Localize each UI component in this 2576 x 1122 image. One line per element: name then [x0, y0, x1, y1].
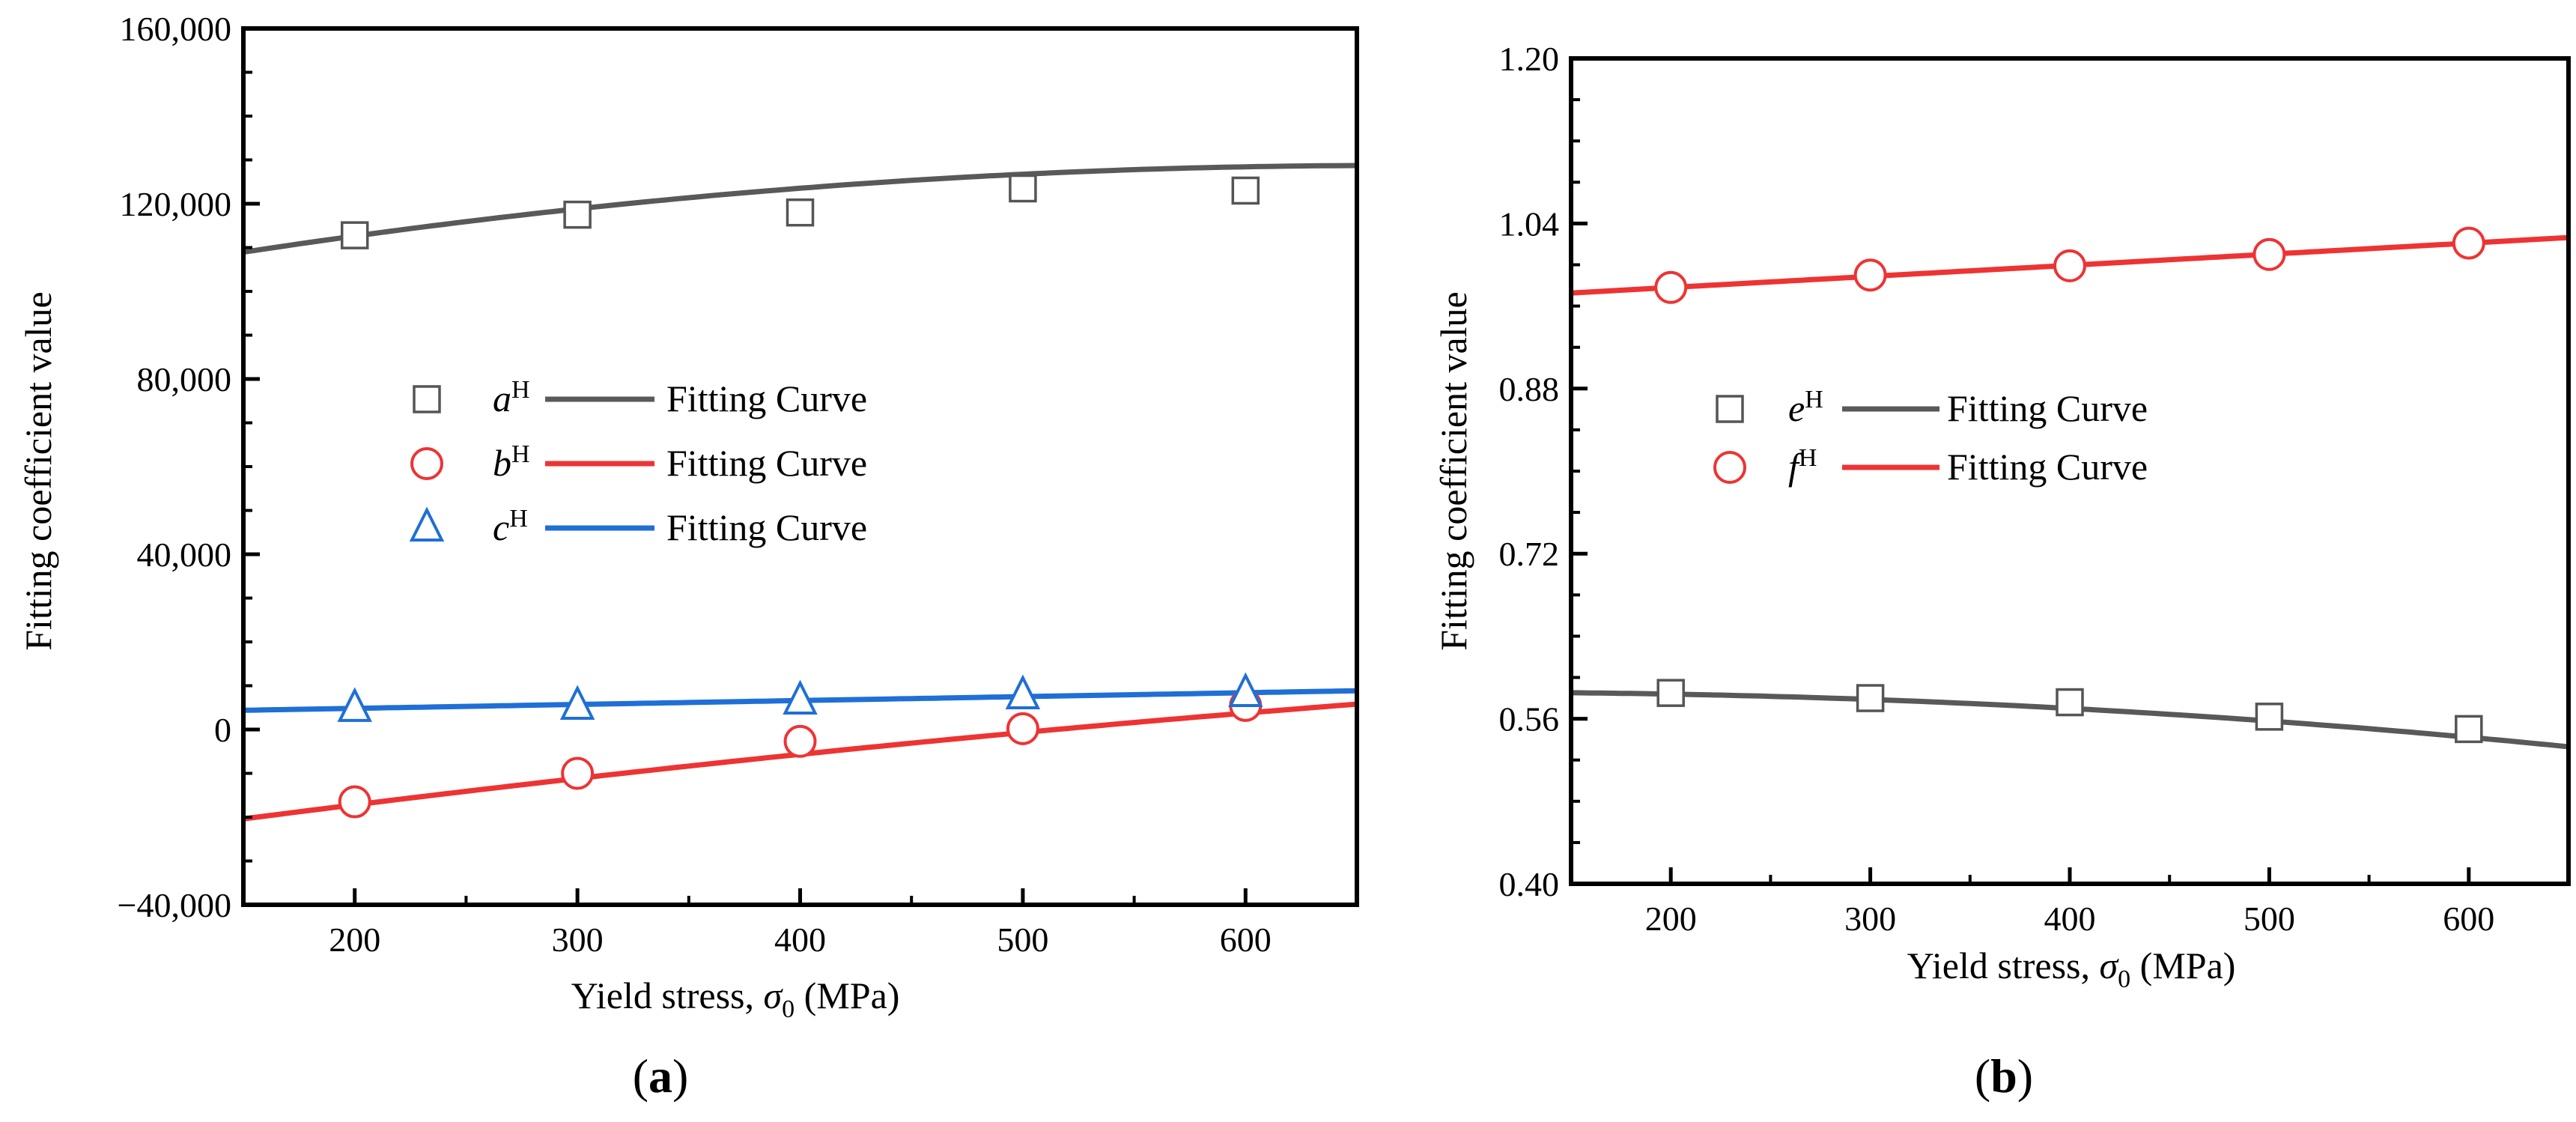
panel-a-legend-marker-aH [413, 385, 441, 413]
panel-a-x-axis-title: Yield stress, σ0 (MPa) [571, 974, 900, 1023]
panel-a-y-tick-label: 0 [214, 711, 231, 749]
panel-a-label: (a) [633, 1049, 689, 1103]
panel-b-point-fH-3 [2253, 237, 2286, 271]
panel-b-legend-label-fH: fH [1788, 444, 1817, 488]
panel-b-legend-marker-fH [1713, 451, 1746, 484]
panel-b-point-eH-3 [2255, 703, 2284, 731]
panel-b-legend-label-eH: eH [1788, 386, 1823, 429]
panel-b-y-axis-title: Fitting coefficient value [1433, 291, 1474, 651]
panel-a-y-tick-label: 120,000 [120, 185, 232, 223]
panel-a-point-aH-4 [1231, 176, 1260, 205]
panel-a-point-cH-3 [1005, 674, 1041, 709]
panel-a-y-axis-title: Fitting coefficient value [17, 291, 59, 651]
panel-a-x-tick-label: 400 [774, 921, 826, 959]
panel-b-x-tick-label: 400 [2044, 900, 2096, 938]
panel-b-y-tick-label: 1.20 [1499, 40, 1560, 78]
panel-a-x-tick-label: 200 [329, 921, 380, 959]
panel-a-point-aH-2 [786, 198, 815, 227]
panel-a-y-tick-label: 160,000 [120, 10, 232, 48]
panel-b-y-tick-label: 0.56 [1499, 700, 1560, 739]
panel-a-point-cH-4 [1228, 672, 1263, 708]
panel-a-y-tick-label: 40,000 [137, 536, 232, 574]
panel-a-point-bH-1 [561, 756, 595, 790]
panel-a-legend-fit-label-bH: Fitting Curve [666, 442, 867, 484]
panel-a-legend-fit-label-cH: Fitting Curve [666, 506, 867, 548]
panel-a-y-tick-label: −40,000 [118, 886, 231, 924]
panel-b-x-axis-title: Yield stress, σ0 (MPa) [1907, 944, 2236, 993]
panel-b-point-fH-0 [1654, 270, 1688, 304]
panel-b-x-tick-label: 300 [1844, 900, 1896, 938]
panel-a-point-aH-3 [1009, 174, 1037, 203]
panel-b-legend-fit-label-eH: Fitting Curve [1947, 387, 2148, 429]
panel-b-point-eH-0 [1656, 679, 1685, 707]
panel-b-point-eH-1 [1856, 684, 1885, 712]
panel-a-legend-label-cH: cH [493, 505, 528, 548]
panel-b-y-tick-label: 0.72 [1499, 535, 1560, 573]
panel-a-fit-curve-bH [243, 701, 1357, 822]
panel-a-point-cH-1 [559, 685, 595, 720]
panel-a-point-aH-1 [563, 200, 592, 229]
panel-b-point-eH-4 [2455, 715, 2483, 744]
panel-a-legend-marker-bH [410, 447, 443, 480]
panel-a-legend-fit-label-aH: Fitting Curve [666, 377, 867, 419]
panel-a: Fitting coefficient value Yield stress, … [17, 10, 1359, 1103]
panel-a-point-cH-2 [783, 679, 818, 715]
panel-a-point-bH-3 [1006, 712, 1039, 745]
panel-b-label: (b) [1975, 1049, 2033, 1103]
panel-b-x-tick-label: 200 [1645, 900, 1697, 938]
panel-a-point-cH-0 [337, 687, 372, 722]
panel-b-legend-fit-label-fH: Fitting Curve [1947, 446, 2148, 488]
panel-a-x-tick-label: 300 [552, 921, 604, 959]
panel-a-point-aH-0 [340, 221, 369, 249]
panel-a-point-bH-2 [783, 724, 817, 758]
panel-b-x-tick-label: 500 [2244, 900, 2295, 938]
panel-a-y-tick-label: 80,000 [137, 360, 232, 398]
panel-b-y-tick-label: 1.04 [1499, 204, 1560, 243]
panel-b-x-tick-label: 600 [2443, 900, 2494, 938]
panel-b-point-eH-2 [2056, 688, 2084, 717]
panel-a-point-bH-0 [338, 785, 371, 819]
panel-a-legend-marker-cH [409, 506, 445, 542]
panel-a-fit-curve-aH [243, 163, 1357, 255]
panel-b-point-fH-1 [1853, 258, 1887, 292]
panel-b: Fitting coefficient value Yield stress, … [1433, 40, 2571, 1103]
panel-a-legend-label-aH: aH [493, 376, 530, 419]
panel-b-y-tick-label: 0.88 [1499, 370, 1560, 408]
panel-b-point-fH-2 [2053, 249, 2086, 282]
panel-a-x-tick-label: 500 [997, 921, 1048, 959]
panel-b-y-tick-label: 0.40 [1499, 865, 1560, 903]
panel-b-point-fH-4 [2452, 226, 2485, 260]
panel-a-legend-label-bH: bH [493, 440, 530, 484]
panel-a-x-tick-label: 600 [1220, 921, 1272, 959]
panel-b-legend-marker-eH [1716, 395, 1744, 423]
